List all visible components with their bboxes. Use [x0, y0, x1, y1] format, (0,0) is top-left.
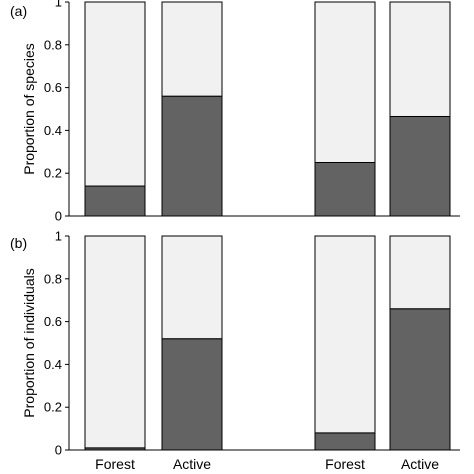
bar-a-2-dark	[314, 162, 376, 217]
bar-b-1-light	[161, 235, 223, 340]
panel-label: (b)	[10, 235, 27, 251]
bar-b-3-light	[389, 235, 451, 310]
x-category-label: Active	[173, 456, 211, 472]
y-tick-label: 0.8	[44, 37, 62, 52]
bar-b-3-dark	[389, 308, 451, 451]
bar-a-1-light	[161, 1, 223, 97]
panel-label: (a)	[10, 3, 27, 19]
bar-a-3-light	[389, 1, 451, 117]
y-tick-label: 0.8	[44, 271, 62, 286]
bar-b-2-dark	[314, 432, 376, 451]
y-tick-label: 0.4	[44, 357, 62, 372]
bar-b-2-light	[314, 235, 376, 434]
x-category-label: Forest	[325, 456, 365, 472]
x-category-label: Active	[401, 456, 439, 472]
bar-b-1-dark	[161, 338, 223, 451]
y-axis-label: Proportion of individuals	[21, 268, 37, 417]
y-tick-label: 1	[55, 0, 62, 10]
y-tick-label: 0	[55, 209, 62, 224]
y-tick-label: 0.6	[44, 80, 62, 95]
y-tick-label: 0.2	[44, 400, 62, 415]
y-tick-label: 0.4	[44, 123, 62, 138]
x-category-label: Forest	[95, 456, 135, 472]
y-axis-label: Proportion of species	[21, 43, 37, 175]
bar-a-0-dark	[84, 185, 146, 217]
bar-a-1-dark	[161, 95, 223, 217]
bar-a-0-light	[84, 1, 146, 187]
y-tick-label: 1	[55, 229, 62, 244]
y-tick-label: 0	[55, 443, 62, 458]
y-tick-label: 0.6	[44, 314, 62, 329]
bar-b-0-light	[84, 235, 146, 449]
y-tick-label: 0.2	[44, 166, 62, 181]
bar-a-3-dark	[389, 115, 451, 217]
bar-a-2-light	[314, 1, 376, 163]
